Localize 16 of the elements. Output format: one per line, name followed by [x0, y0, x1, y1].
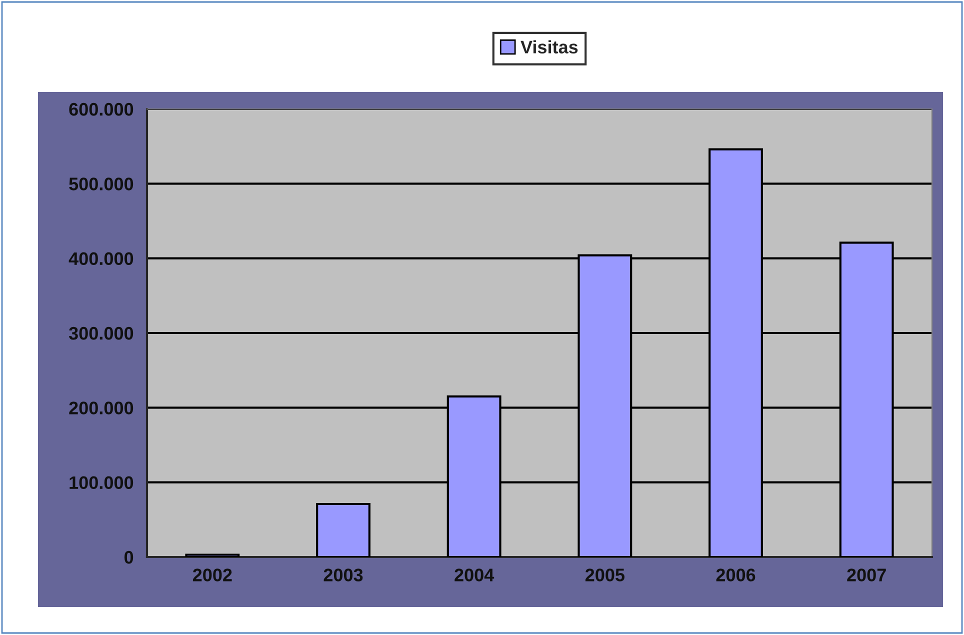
x-tick-label: 2003 [324, 568, 363, 582]
x-tick-label: 2007 [847, 568, 886, 582]
x-tick-label: 2006 [716, 568, 756, 582]
y-tick-label: 400.000 [68, 252, 134, 266]
bar [316, 502, 370, 557]
y-tick-label: 100.000 [70, 476, 134, 490]
x-tick-label: 2004 [454, 568, 494, 582]
x-tick-label: 2005 [585, 568, 624, 582]
y-tick-label: 500.000 [69, 178, 134, 190]
y-tick-label: 200.000 [69, 402, 134, 414]
y-tick-label: 600.000 [69, 102, 134, 116]
legend-label: Visitas [520, 40, 578, 54]
bar [185, 554, 240, 557]
y-tick-label: 0 [124, 550, 134, 564]
y-tick-label: 300.000 [68, 326, 134, 340]
x-tick-label: 2002 [192, 568, 232, 582]
